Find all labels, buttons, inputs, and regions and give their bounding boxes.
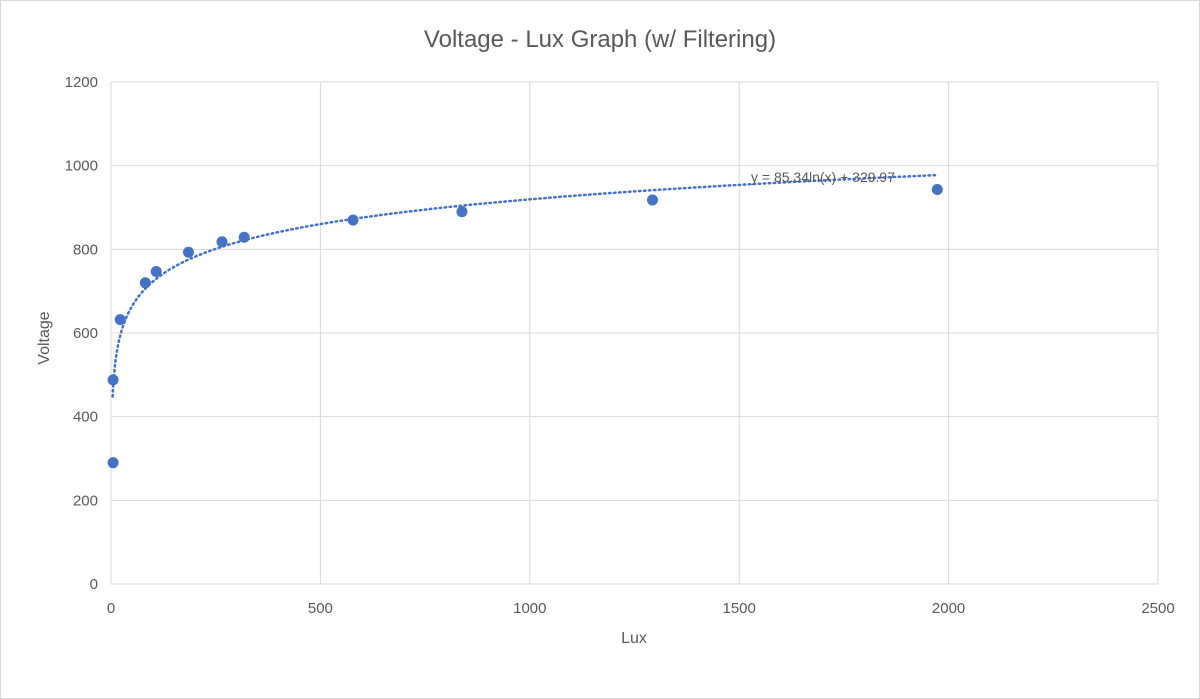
y-tick-label: 1200 [65,74,98,91]
chart-title: Voltage - Lux Graph (w/ Filtering) [424,26,776,53]
tick-labels: 0 200 400 600 800 1000 1200 0 500 1000 1500 2000 250… [65,74,1175,617]
data-point [216,236,228,248]
x-axis-title: Lux [621,630,647,647]
trendline-equation: y = 85.34ln(x) + 329.97 [751,169,895,185]
x-tick-label: 1000 [513,600,546,617]
trendline [111,173,940,398]
y-axis-title: Voltage [36,311,53,364]
data-point [150,266,162,278]
data-point [107,457,119,469]
x-tick-label: 2000 [932,600,965,617]
gridlines [110,81,1159,585]
y-tick-label: 400 [73,409,98,426]
x-tick-label: 1500 [723,600,756,617]
data-point [107,374,119,386]
data-point [456,206,468,218]
plot-area [110,81,1159,585]
x-tick-label: 0 [107,600,115,617]
x-tick-label: 2500 [1141,600,1174,617]
data-points [107,184,943,469]
data-point [647,194,659,206]
y-tick-label: 600 [73,325,98,342]
data-point [931,184,943,196]
data-point [238,231,250,243]
y-tick-label: 800 [73,241,98,258]
y-tick-label: 200 [73,492,98,509]
data-point [182,246,194,258]
x-tick-label: 500 [308,600,333,617]
y-tick-label: 1000 [65,158,98,175]
y-tick-label: 0 [90,576,98,593]
data-point [139,277,151,289]
data-point [114,314,126,326]
data-point [347,214,359,226]
